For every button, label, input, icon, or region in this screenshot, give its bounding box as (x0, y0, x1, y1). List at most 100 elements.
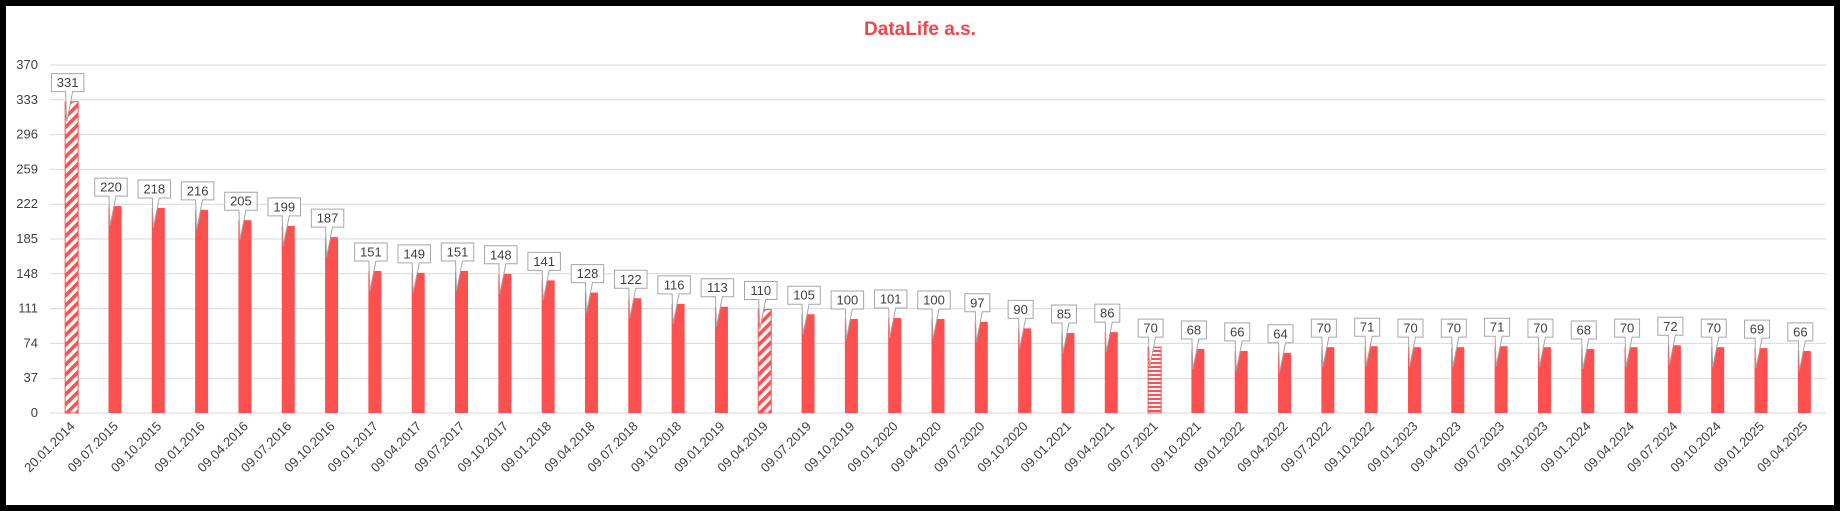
data-label-callout (964, 293, 991, 342)
data-label: 116 (657, 275, 691, 324)
data-label-callout (50, 73, 85, 122)
bar (1364, 346, 1378, 413)
data-label-callout (310, 208, 345, 258)
chart-title: DataLife a.s. (864, 19, 976, 40)
data-label-text: 97 (970, 295, 984, 310)
y-tick-label: 0 (31, 405, 38, 420)
data-label: 101 (873, 289, 908, 339)
bar (1104, 332, 1118, 413)
data-label-text: 128 (577, 266, 599, 281)
data-label-text: 216 (187, 183, 209, 198)
data-label-callout (1094, 303, 1121, 353)
data-label-callout (1267, 324, 1294, 373)
bar (151, 207, 165, 413)
data-label-callout (1397, 318, 1424, 368)
data-label-callout (354, 242, 388, 292)
data-label-text: 68 (1577, 323, 1591, 338)
data-label-callout (1787, 322, 1814, 372)
data-label-callout (1354, 317, 1381, 367)
data-label-callout (1484, 317, 1511, 367)
data-label-text: 116 (664, 277, 685, 292)
y-tick-label: 148 (16, 266, 38, 281)
bar (801, 314, 815, 413)
bar (411, 272, 425, 413)
data-label: 70 (1310, 318, 1337, 368)
bar (1321, 347, 1335, 413)
bar (64, 101, 79, 414)
data-label-text: 72 (1663, 319, 1677, 334)
data-label: 113 (700, 278, 735, 327)
data-label-text: 70 (1620, 321, 1634, 336)
data-label-text: 66 (1230, 324, 1244, 339)
data-label-text: 149 (403, 246, 425, 261)
data-label-text: 64 (1273, 326, 1287, 341)
data-label-text: 70 (1447, 321, 1461, 336)
chart-area: DataLife a.s. 0 37 74 111 148 185 222 259 296 333… (6, 6, 1834, 505)
data-label-callout (397, 244, 431, 293)
data-label: 187 (310, 208, 345, 258)
data-label-callout (657, 275, 691, 324)
data-label-callout (700, 278, 735, 327)
data-label-text: 69 (1750, 322, 1764, 337)
bar (1018, 328, 1032, 413)
data-label-callout (570, 264, 605, 313)
data-label-callout (614, 269, 648, 319)
data-label: 70 (1440, 318, 1467, 368)
data-label-callout (440, 242, 475, 292)
bar (1278, 352, 1292, 413)
data-label-callout (1657, 316, 1684, 366)
data-label-callout (873, 289, 908, 339)
bar (1494, 346, 1508, 413)
data-label-text: 151 (360, 244, 382, 259)
data-label: 216 (180, 181, 215, 230)
data-label-callout (1440, 318, 1467, 368)
bar (974, 321, 988, 413)
data-label: 122 (614, 269, 648, 319)
data-label: 149 (397, 244, 431, 293)
data-label: 70 (1137, 318, 1164, 368)
data-label: 86 (1094, 303, 1121, 353)
data-label-text: 101 (880, 292, 902, 307)
bar (584, 292, 598, 413)
gridlines (50, 64, 1826, 414)
data-label: 151 (440, 242, 475, 292)
data-label: 70 (1700, 318, 1727, 368)
bar (1754, 348, 1768, 413)
y-tick-label: 333 (16, 92, 38, 107)
data-labels: 331 220 218 216 205 199 187 151 149 151 148 141 128 1… (50, 73, 1814, 373)
data-label: 105 (787, 285, 821, 335)
y-tick-label: 370 (16, 57, 38, 72)
data-label: 151 (354, 242, 388, 292)
data-label-callout (180, 181, 215, 230)
y-tick-label: 259 (16, 161, 38, 176)
y-tick-label: 37 (24, 370, 38, 385)
data-label-callout (1310, 318, 1337, 368)
data-label: 68 (1570, 320, 1597, 370)
data-label-callout (1007, 299, 1034, 349)
bar (1667, 345, 1681, 413)
data-label-text: 220 (100, 180, 122, 195)
bar (541, 280, 555, 413)
data-label: 199 (267, 197, 301, 246)
data-label-callout (267, 197, 301, 246)
bar (325, 237, 339, 413)
data-label: 205 (224, 191, 258, 241)
bar (1451, 347, 1465, 413)
data-label-text: 85 (1057, 307, 1071, 322)
data-label-text: 331 (57, 75, 79, 90)
data-label: 64 (1267, 324, 1294, 373)
bar (1797, 350, 1811, 413)
bar (1711, 347, 1725, 413)
data-label-callout (1570, 320, 1597, 370)
data-label-text: 86 (1100, 306, 1114, 321)
data-label-callout (94, 177, 128, 227)
bar (368, 270, 382, 413)
bar (888, 318, 902, 413)
data-label: 97 (964, 293, 991, 342)
bar (108, 206, 122, 413)
data-label: 100 (917, 290, 951, 340)
data-label-text: 100 (923, 292, 945, 307)
data-label: 218 (137, 179, 172, 229)
bar (1407, 347, 1421, 413)
